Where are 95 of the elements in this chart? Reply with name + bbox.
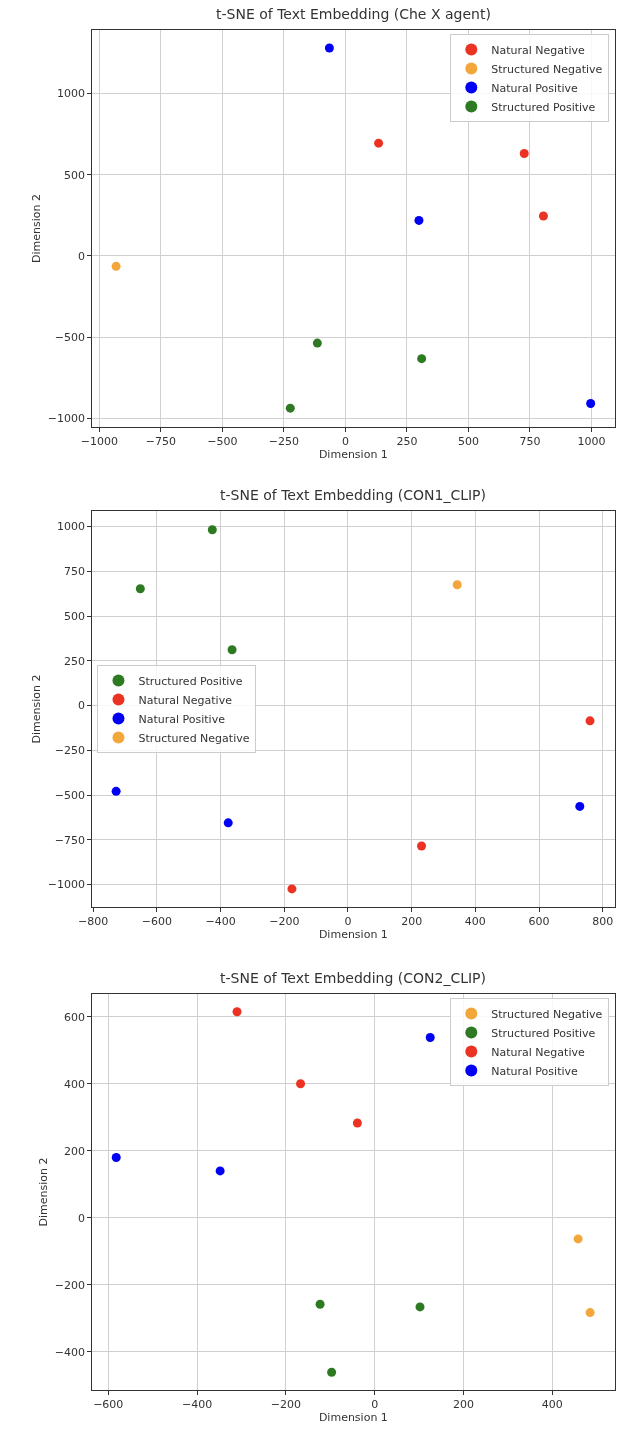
- legend-label: Structured Negative: [491, 1007, 603, 1021]
- y-tick-label: −750: [54, 833, 86, 847]
- chart-title: t-SNE of Text Embedding (CON1_CLIP): [220, 487, 487, 503]
- point: [586, 398, 596, 408]
- chart-title: t-SNE of Text Embedding (CON2_CLIP): [220, 970, 487, 986]
- point: [227, 645, 237, 655]
- legend-label: Natural Positive: [491, 81, 579, 95]
- x-tick-label: −400: [205, 915, 236, 929]
- point: [417, 354, 427, 364]
- x-tick-label: −200: [270, 1398, 301, 1412]
- x-tick-label: 800: [592, 915, 614, 929]
- point: [232, 1007, 242, 1017]
- x-tick-label: −600: [141, 915, 172, 929]
- y-axis-title: Dimension 2: [37, 1157, 51, 1227]
- point: [414, 215, 424, 225]
- y-tick-label: 0: [78, 1211, 86, 1225]
- y-axis-title: Dimension 2: [30, 194, 44, 263]
- x-tick-label: 0: [341, 435, 349, 449]
- x-tick-label: −800: [78, 915, 109, 929]
- y-tick-label: 400: [64, 1077, 86, 1091]
- x-tick-label: 200: [401, 915, 423, 929]
- point: [573, 1234, 583, 1244]
- x-tick-label: 400: [541, 1398, 563, 1412]
- point: [585, 1308, 595, 1318]
- point: [111, 261, 121, 271]
- x-tick-label: −500: [207, 435, 238, 449]
- x-tick-label: 0: [371, 1398, 379, 1412]
- x-tick-label: 1000: [577, 435, 606, 449]
- legend-label: Natural Positive: [491, 1064, 579, 1078]
- legend-label: Natural Positive: [138, 712, 226, 726]
- point: [223, 818, 233, 828]
- x-axis-title: Dimension 1: [318, 1411, 388, 1425]
- y-tick-label: −1000: [47, 412, 86, 426]
- point: [585, 716, 595, 726]
- legend-label: Structured Positive: [138, 674, 243, 688]
- point: [207, 525, 217, 535]
- point: [285, 403, 295, 413]
- legend-label: Natural Negative: [491, 43, 585, 57]
- y-tick-label: 1000: [57, 87, 86, 101]
- y-tick-label: −400: [54, 1345, 86, 1359]
- y-tick-label: 600: [64, 1010, 86, 1024]
- point: [287, 884, 297, 894]
- x-tick-label: 400: [464, 915, 486, 929]
- y-tick-label: 500: [64, 168, 86, 182]
- chart-title: t-SNE of Text Embedding (Che X agent): [216, 6, 491, 22]
- point: [327, 1367, 337, 1377]
- point: [452, 580, 462, 590]
- x-tick-label: 200: [453, 1398, 475, 1412]
- point: [417, 841, 427, 851]
- y-tick-label: 200: [64, 1144, 86, 1158]
- x-tick-label: 750: [519, 435, 541, 449]
- x-axis-title: Dimension 1: [318, 928, 388, 942]
- x-tick-label: −400: [181, 1398, 213, 1412]
- point: [315, 1299, 325, 1309]
- point: [215, 1166, 225, 1176]
- y-tick-label: −200: [54, 1278, 86, 1292]
- x-tick-label: −600: [93, 1398, 124, 1412]
- y-tick-label: −500: [54, 788, 86, 802]
- x-tick-label: −750: [145, 435, 176, 449]
- x-tick-label: 0: [344, 915, 352, 929]
- point: [111, 786, 121, 796]
- y-axis-title: Dimension 2: [30, 674, 44, 744]
- point: [425, 1033, 435, 1043]
- legend-label: Structured Positive: [491, 1026, 596, 1040]
- y-tick-label: −1000: [47, 878, 86, 892]
- point: [519, 149, 529, 159]
- point: [575, 801, 585, 811]
- point: [111, 1152, 121, 1162]
- legend-label: Natural Negative: [138, 693, 233, 707]
- point: [312, 338, 322, 348]
- point: [135, 584, 145, 594]
- x-tick-label: −250: [268, 435, 299, 449]
- x-axis-title: Dimension 1: [318, 448, 388, 462]
- legend-label: Natural Negative: [491, 1045, 585, 1059]
- y-tick-label: 1000: [57, 520, 86, 534]
- x-tick-label: 600: [528, 915, 550, 929]
- point: [296, 1079, 306, 1089]
- point: [324, 43, 334, 53]
- legend-label: Structured Positive: [491, 100, 596, 114]
- y-tick-label: 250: [64, 654, 86, 668]
- x-tick-label: 500: [457, 435, 479, 449]
- y-tick-label: −500: [54, 330, 86, 344]
- x-tick-label: −200: [269, 915, 300, 929]
- point: [352, 1118, 362, 1128]
- y-tick-label: 500: [64, 609, 86, 623]
- point: [415, 1302, 425, 1312]
- legend-label: Structured Negative: [138, 731, 250, 745]
- legend-label: Structured Negative: [491, 62, 603, 76]
- point: [538, 211, 548, 221]
- point: [374, 138, 384, 148]
- y-tick-label: 0: [78, 699, 86, 713]
- y-tick-label: 750: [64, 565, 86, 579]
- y-tick-label: −250: [54, 744, 86, 758]
- y-tick-label: 0: [78, 249, 86, 263]
- x-tick-label: 250: [396, 435, 418, 449]
